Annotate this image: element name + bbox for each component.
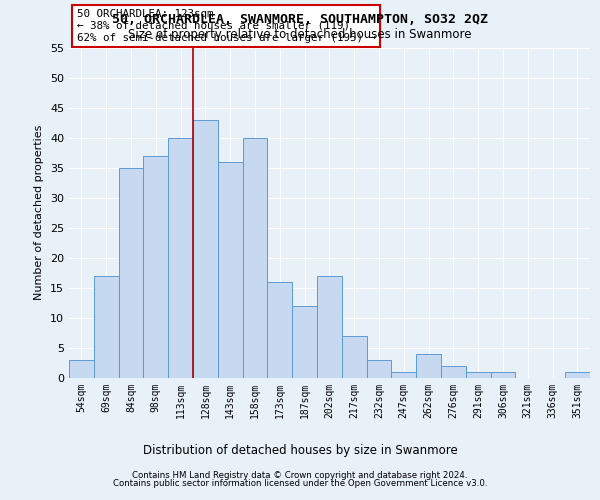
Bar [143, 156, 168, 378]
Bar [367, 360, 391, 378]
Text: Size of property relative to detached houses in Swanmore: Size of property relative to detached ho… [128, 28, 472, 41]
Bar [242, 138, 268, 378]
Bar [94, 276, 119, 378]
Bar [119, 168, 143, 378]
Bar [342, 336, 367, 378]
Bar [292, 306, 317, 378]
Text: Contains public sector information licensed under the Open Government Licence v3: Contains public sector information licen… [113, 479, 487, 488]
Text: Distribution of detached houses by size in Swanmore: Distribution of detached houses by size … [143, 444, 457, 457]
Bar [466, 372, 491, 378]
Bar [193, 120, 218, 378]
Bar [317, 276, 342, 378]
Bar [391, 372, 416, 378]
Text: Contains HM Land Registry data © Crown copyright and database right 2024.: Contains HM Land Registry data © Crown c… [132, 471, 468, 480]
Bar [491, 372, 515, 378]
Text: 50 ORCHARDLEA: 123sqm
← 38% of detached houses are smaller (119)
62% of semi-det: 50 ORCHARDLEA: 123sqm ← 38% of detached … [77, 10, 376, 42]
Bar [565, 372, 590, 378]
Bar [69, 360, 94, 378]
Bar [218, 162, 242, 378]
Y-axis label: Number of detached properties: Number of detached properties [34, 125, 44, 300]
Bar [168, 138, 193, 378]
Bar [441, 366, 466, 378]
Text: 50, ORCHARDLEA, SWANMORE, SOUTHAMPTON, SO32 2QZ: 50, ORCHARDLEA, SWANMORE, SOUTHAMPTON, S… [112, 13, 488, 26]
Bar [416, 354, 441, 378]
Bar [268, 282, 292, 378]
